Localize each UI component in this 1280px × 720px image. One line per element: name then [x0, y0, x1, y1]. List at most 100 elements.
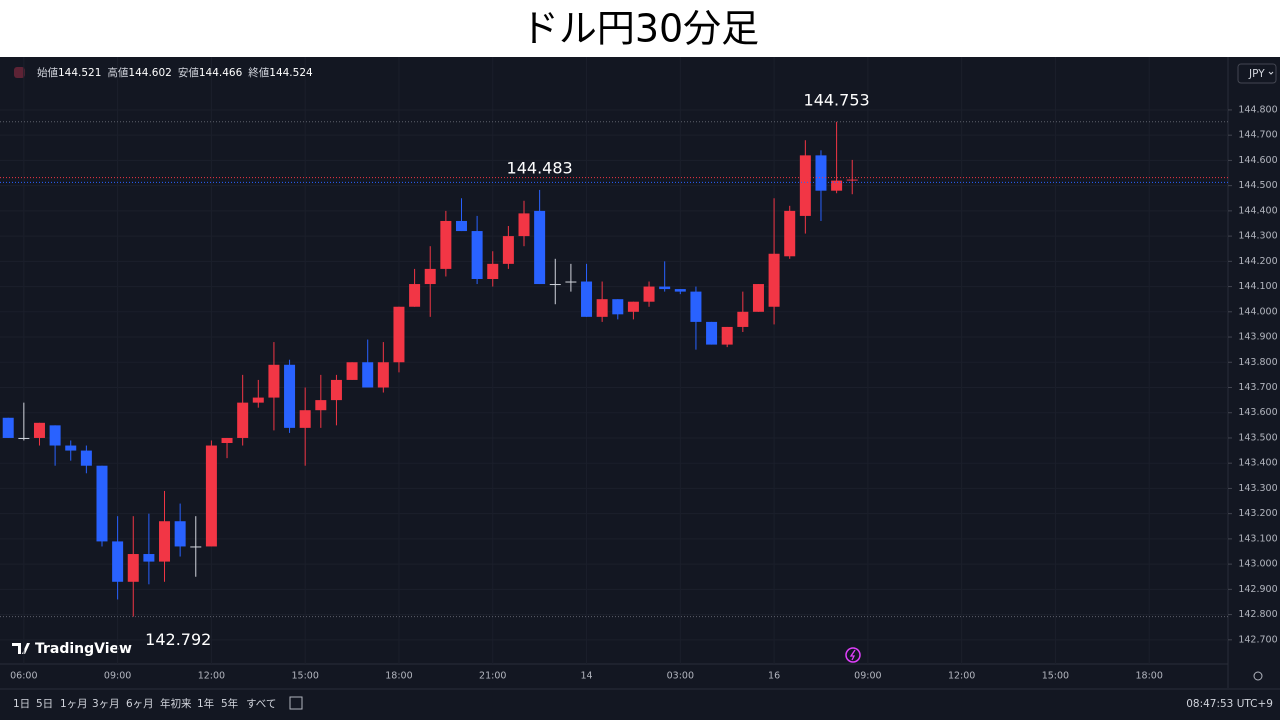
y-tick-label: 143.300 — [1238, 483, 1277, 494]
y-tick-label: 144.800 — [1238, 104, 1277, 115]
candle-body — [284, 364, 296, 428]
range-button[interactable]: 5年 — [221, 697, 238, 710]
alert-icon[interactable] — [845, 647, 861, 663]
y-tick-label: 144.700 — [1238, 130, 1277, 141]
candle-body — [49, 425, 61, 446]
candle-body — [737, 311, 749, 327]
date-range-icon[interactable] — [289, 696, 303, 710]
ohlc-legend: 始値144.521 高値144.602 安値144.466 終値144.524 — [37, 66, 313, 79]
legend-key: 高値 — [107, 66, 128, 79]
range-button[interactable]: 1年 — [197, 697, 214, 710]
y-tick-label: 144.300 — [1238, 231, 1277, 242]
candle-body — [424, 268, 436, 285]
candle-body — [346, 362, 358, 380]
candle-body — [596, 299, 608, 317]
legend-key: 終値 — [248, 66, 269, 79]
range-button[interactable]: 1ヶ月 — [60, 698, 88, 710]
range-button[interactable]: 5日 — [36, 698, 53, 710]
y-tick-label: 143.600 — [1238, 407, 1277, 418]
range-button[interactable]: 3ヶ月 — [92, 698, 120, 710]
candle-body — [33, 422, 45, 438]
candle-body — [752, 284, 764, 312]
y-tick-label: 144.600 — [1238, 155, 1277, 166]
candle-body — [627, 301, 639, 312]
currency-button[interactable] — [1237, 63, 1277, 84]
y-tick-label: 143.200 — [1238, 508, 1277, 519]
candle-body — [2, 417, 14, 438]
candle-body — [190, 546, 202, 548]
clock: 08:47:53 UTC+9 — [1186, 698, 1273, 710]
candle-body — [815, 155, 827, 191]
candle-body — [565, 281, 577, 283]
y-tick-label: 144.100 — [1238, 281, 1277, 292]
alert-bolt — [849, 649, 856, 661]
annotation: 144.753 — [804, 90, 870, 109]
x-tick-label: 14 — [580, 671, 592, 682]
candle-body — [612, 299, 624, 315]
candle-body — [18, 437, 30, 439]
candle-body — [80, 450, 92, 466]
candle-body — [330, 379, 342, 401]
chart-title: ドル円30分足 — [521, 7, 759, 51]
candle-body — [721, 326, 733, 345]
candle-body — [65, 445, 77, 451]
range-button[interactable]: 年初来 — [160, 697, 192, 710]
candle-body — [205, 445, 217, 547]
candle-body — [674, 289, 686, 292]
y-tick-label: 143.400 — [1238, 458, 1277, 469]
x-tick-label: 15:00 — [1042, 671, 1069, 682]
y-tick-label: 142.900 — [1238, 584, 1277, 595]
header — [0, 0, 1280, 57]
candle-body — [502, 236, 514, 264]
x-tick-label: 16 — [768, 671, 780, 682]
annotation: 144.483 — [507, 158, 573, 177]
range-button[interactable]: 1日 — [13, 698, 30, 710]
y-tick-label: 143.700 — [1238, 382, 1277, 393]
candle-body — [96, 465, 108, 542]
y-tick-label: 143.100 — [1238, 533, 1277, 544]
candle-body — [159, 521, 171, 562]
chart-panel — [0, 57, 1280, 720]
candle-body — [471, 231, 483, 279]
candle-body — [659, 286, 671, 290]
plot-area: 142.700 142.800 142.900 143.000 143.100 143.2… — [0, 57, 1278, 682]
y-tick-label: 144.200 — [1238, 256, 1277, 267]
legend-value: 144.521 — [58, 67, 101, 79]
candle-body — [143, 554, 155, 562]
candle-body — [268, 364, 280, 398]
symbol-icon — [14, 67, 25, 78]
candle-body — [112, 541, 124, 582]
x-tick-label: 12:00 — [198, 671, 225, 682]
legend-value: 144.602 — [128, 67, 171, 79]
legend-value: 144.466 — [199, 67, 243, 79]
range-button[interactable]: 6ヶ月 — [126, 698, 154, 710]
candle-body — [252, 397, 264, 403]
candle-body — [706, 321, 718, 345]
candle-body — [581, 281, 593, 317]
candle-body — [534, 210, 546, 285]
legend-key: 始値 — [37, 66, 58, 79]
candle-body — [221, 437, 233, 444]
y-tick-label: 143.900 — [1238, 332, 1277, 343]
candle-body — [455, 220, 467, 232]
y-tick-label: 144.000 — [1238, 306, 1277, 317]
candle-body — [299, 410, 311, 428]
candle-body — [549, 284, 561, 286]
candle-body — [643, 286, 655, 302]
y-tick-label: 142.700 — [1238, 634, 1277, 645]
candle-body — [440, 220, 452, 269]
candle-body — [799, 155, 811, 216]
candle-body — [174, 521, 186, 547]
candle-body — [768, 253, 780, 307]
brand-logo — [12, 643, 30, 654]
settings-icon[interactable] — [1253, 671, 1263, 681]
x-tick-label: 21:00 — [479, 671, 506, 682]
x-tick-label: 15:00 — [291, 671, 318, 682]
candle-body — [784, 210, 796, 257]
range-button[interactable]: すべて — [246, 698, 276, 710]
currency-label[interactable]: JPY — [1248, 68, 1265, 80]
y-tick-label: 143.800 — [1238, 357, 1277, 368]
